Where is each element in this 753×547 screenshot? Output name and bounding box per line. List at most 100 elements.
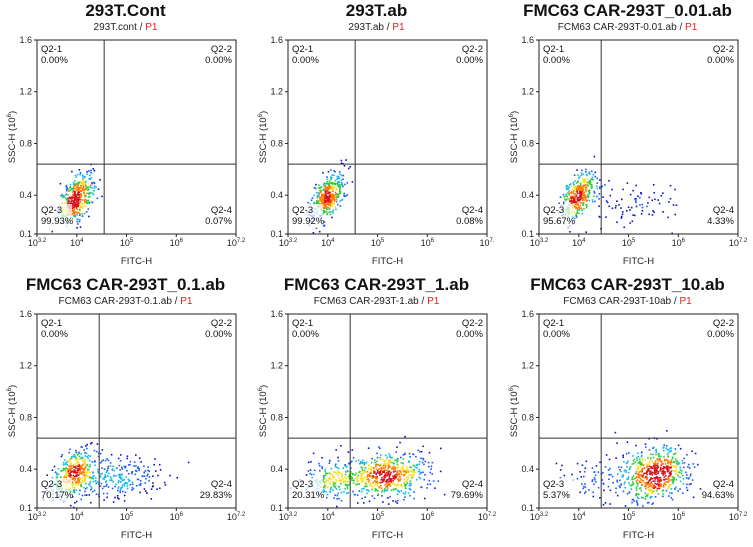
event-point	[377, 490, 379, 492]
event-point	[82, 192, 85, 194]
event-point	[99, 462, 102, 464]
event-point	[661, 463, 664, 465]
quadrant-name: Q2-2	[462, 318, 483, 329]
event-point	[604, 184, 606, 186]
quadrant-name: Q2-3	[292, 205, 313, 216]
event-point	[627, 476, 630, 478]
event-point	[60, 194, 62, 197]
event-point	[409, 456, 411, 458]
event-point	[631, 501, 633, 504]
event-point	[570, 197, 572, 199]
event-point	[375, 477, 377, 480]
event-point	[331, 174, 333, 176]
y-axis-label: SSC-H (106)	[258, 385, 269, 437]
event-point	[407, 476, 410, 479]
event-point	[141, 475, 144, 478]
event-point	[84, 181, 86, 183]
event-point	[78, 181, 81, 184]
event-point	[567, 192, 569, 194]
event-point	[86, 487, 88, 489]
event-point	[80, 485, 82, 487]
event-point	[404, 493, 406, 495]
event-point	[321, 457, 323, 459]
event-point	[668, 484, 670, 486]
event-point	[388, 474, 391, 476]
event-point	[326, 178, 329, 181]
event-point	[144, 482, 147, 484]
event-point	[406, 482, 409, 485]
event-point	[572, 192, 575, 195]
event-point	[639, 477, 641, 479]
event-point	[386, 484, 388, 487]
event-point	[328, 184, 331, 187]
event-point	[386, 473, 389, 476]
event-point	[690, 473, 692, 476]
event-point	[78, 182, 80, 185]
event-point	[119, 477, 122, 480]
event-point	[366, 475, 369, 478]
event-point	[348, 463, 350, 465]
event-point	[609, 503, 611, 505]
event-point	[655, 476, 658, 478]
event-point	[640, 475, 643, 478]
event-point	[648, 213, 650, 216]
event-point	[356, 479, 359, 482]
event-point	[371, 488, 373, 491]
event-point	[355, 477, 357, 479]
data-points	[555, 430, 702, 507]
event-point	[340, 491, 343, 494]
event-point	[396, 461, 398, 463]
event-point	[628, 452, 630, 454]
event-point	[84, 490, 86, 493]
event-point	[93, 187, 96, 189]
event-point	[653, 466, 655, 468]
event-point	[83, 183, 86, 186]
event-point	[353, 479, 355, 482]
event-point	[337, 474, 339, 477]
event-point	[327, 195, 329, 198]
event-point	[403, 470, 405, 473]
event-point	[637, 472, 640, 475]
event-point	[583, 208, 585, 210]
event-point	[76, 173, 79, 176]
event-point	[323, 224, 326, 227]
event-point	[73, 489, 75, 491]
event-point	[131, 489, 133, 491]
event-point	[398, 473, 400, 476]
event-point	[377, 493, 379, 495]
event-point	[327, 170, 330, 173]
event-point	[152, 485, 154, 487]
event-point	[582, 189, 585, 192]
y-tick-label: 0.8	[521, 412, 534, 422]
event-point	[674, 448, 677, 450]
event-point	[337, 470, 340, 472]
event-point	[653, 462, 655, 465]
event-point	[157, 474, 159, 477]
event-point	[581, 178, 584, 180]
event-point	[658, 487, 661, 490]
event-point	[318, 187, 320, 189]
event-point	[576, 192, 579, 195]
event-point	[661, 467, 664, 470]
x-tick-label: 105	[622, 512, 636, 522]
event-point	[86, 170, 89, 173]
event-point	[636, 484, 639, 487]
plot-frame	[538, 313, 739, 509]
event-point	[89, 459, 91, 462]
event-point	[109, 462, 112, 464]
event-point	[648, 437, 650, 440]
event-point	[582, 204, 584, 206]
event-point	[344, 183, 346, 186]
event-point	[616, 442, 618, 444]
scatter-plot: Q2-10.00%Q2-20.00%Q2-320.31%Q2-479.69%0.…	[258, 309, 497, 541]
event-point	[75, 205, 77, 208]
quadrant-name: Q2-3	[41, 479, 62, 490]
event-point	[615, 487, 617, 490]
event-point	[340, 482, 342, 485]
event-point	[376, 452, 378, 455]
event-point	[671, 492, 673, 494]
event-point	[330, 196, 333, 198]
event-point	[330, 169, 332, 171]
event-point	[76, 471, 79, 474]
event-point	[55, 476, 58, 479]
